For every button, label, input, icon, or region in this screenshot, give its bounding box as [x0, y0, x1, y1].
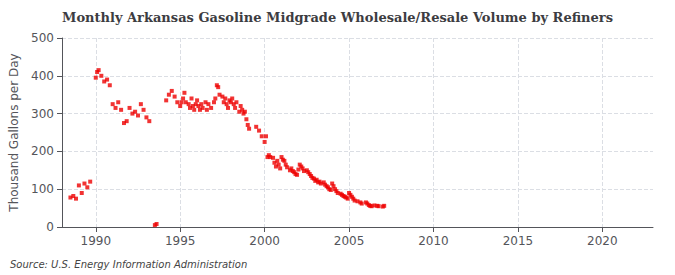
- svg-text:Source: U.S. Energy Informatio: Source: U.S. Energy Information Administ…: [10, 259, 247, 270]
- svg-text:2005: 2005: [334, 234, 365, 248]
- svg-text:300: 300: [31, 107, 54, 121]
- svg-text:400: 400: [31, 69, 54, 83]
- svg-text:Monthly Arkansas Gasoline Midg: Monthly Arkansas Gasoline Midgrade Whole…: [62, 10, 613, 25]
- svg-text:2010: 2010: [418, 234, 449, 248]
- svg-text:1995: 1995: [165, 234, 196, 248]
- svg-text:2020: 2020: [587, 234, 618, 248]
- svg-text:500: 500: [31, 31, 54, 45]
- svg-text:Thousand Gallons per Day: Thousand Gallons per Day: [7, 53, 21, 212]
- svg-text:100: 100: [31, 182, 54, 196]
- svg-text:2015: 2015: [503, 234, 534, 248]
- svg-text:2000: 2000: [249, 234, 280, 248]
- svg-text:1990: 1990: [80, 234, 111, 248]
- svg-text:0: 0: [46, 220, 54, 234]
- svg-text:200: 200: [31, 144, 54, 158]
